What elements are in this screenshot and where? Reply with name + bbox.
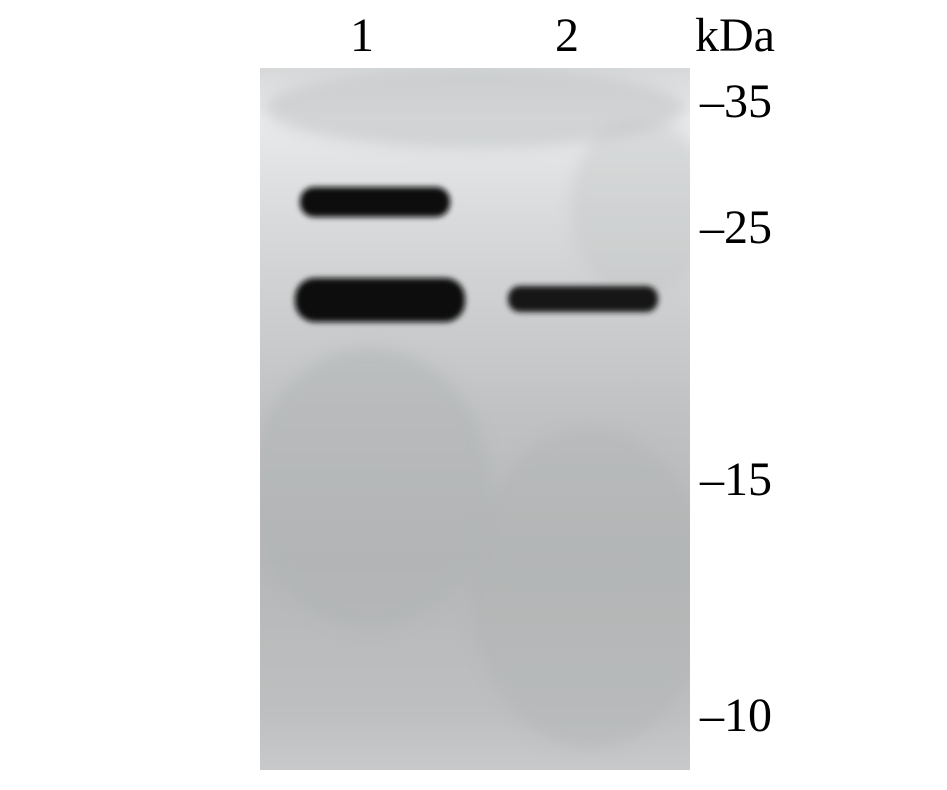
lane-1-label: 1 [350,8,374,63]
band-lane2-lower [508,286,658,312]
marker-10kda: –10 [700,688,772,743]
blot-background [260,68,690,770]
kda-unit-label: kDa [695,8,775,63]
marker-15kda: –15 [700,452,772,507]
marker-25kda: –25 [700,200,772,255]
marker-35kda: –35 [700,74,772,129]
smudge-1 [260,348,490,628]
blot-membrane [260,68,690,770]
band-lane1-lower [295,278,465,322]
band-lane1-upper [300,187,450,217]
lane-2-label: 2 [555,8,579,63]
western-blot-figure: 1 2 kDa –35 [0,0,947,790]
